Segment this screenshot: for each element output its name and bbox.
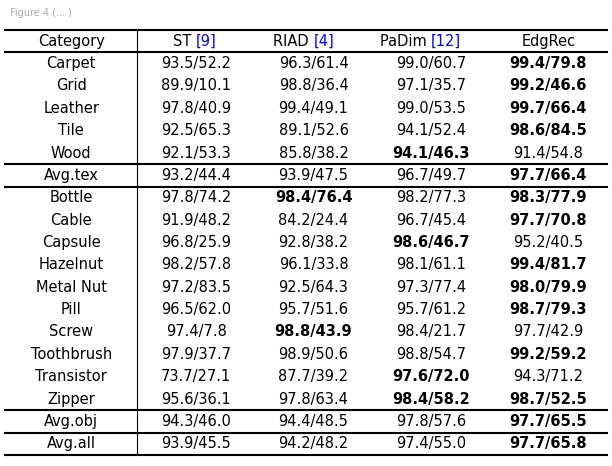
Text: Category: Category — [38, 34, 105, 48]
Text: Hazelnut: Hazelnut — [39, 257, 104, 272]
Text: 98.0/79.9: 98.0/79.9 — [510, 280, 587, 295]
Text: Tile: Tile — [58, 123, 84, 138]
Text: 95.2/40.5: 95.2/40.5 — [513, 235, 583, 250]
Text: 98.8/43.9: 98.8/43.9 — [275, 324, 353, 339]
Text: Avg.all: Avg.all — [47, 436, 95, 451]
Text: 98.1/61.1: 98.1/61.1 — [396, 257, 466, 272]
Text: 97.8/63.4: 97.8/63.4 — [278, 391, 348, 406]
Text: 98.2/57.8: 98.2/57.8 — [161, 257, 231, 272]
Text: 99.2/59.2: 99.2/59.2 — [510, 347, 587, 362]
Text: Pill: Pill — [61, 302, 81, 317]
Text: EdgRec: EdgRec — [521, 34, 575, 48]
Text: 94.1/46.3: 94.1/46.3 — [392, 145, 469, 160]
Text: 98.4/58.2: 98.4/58.2 — [392, 391, 470, 406]
Text: ST: ST — [173, 34, 196, 48]
Text: 97.4/7.8: 97.4/7.8 — [166, 324, 226, 339]
Text: 96.8/25.9: 96.8/25.9 — [161, 235, 231, 250]
Text: Zipper: Zipper — [47, 391, 95, 406]
Text: 96.7/49.7: 96.7/49.7 — [396, 168, 466, 183]
Text: 99.4/79.8: 99.4/79.8 — [510, 56, 587, 71]
Text: 99.0/53.5: 99.0/53.5 — [396, 101, 466, 116]
Text: Grid: Grid — [56, 78, 87, 93]
Text: 97.7/70.8: 97.7/70.8 — [510, 212, 587, 227]
Text: 94.4/48.5: 94.4/48.5 — [278, 414, 348, 429]
Text: [9]: [9] — [196, 34, 217, 48]
Text: 94.3/46.0: 94.3/46.0 — [161, 414, 231, 429]
Text: RIAD: RIAD — [274, 34, 313, 48]
Text: 84.2/24.4: 84.2/24.4 — [278, 212, 349, 227]
Text: 95.6/36.1: 95.6/36.1 — [161, 391, 231, 406]
Text: Avg.obj: Avg.obj — [44, 414, 98, 429]
Text: 97.8/40.9: 97.8/40.9 — [161, 101, 231, 116]
Text: 89.9/10.1: 89.9/10.1 — [161, 78, 231, 93]
Text: Avg.tex: Avg.tex — [44, 168, 99, 183]
Text: [12]: [12] — [431, 34, 461, 48]
Text: 97.8/57.6: 97.8/57.6 — [396, 414, 466, 429]
Text: 97.7/42.9: 97.7/42.9 — [513, 324, 583, 339]
Text: 98.7/52.5: 98.7/52.5 — [509, 391, 587, 406]
Text: 97.4/55.0: 97.4/55.0 — [396, 436, 466, 451]
Text: 98.9/50.6: 98.9/50.6 — [278, 347, 348, 362]
Text: 98.4/21.7: 98.4/21.7 — [396, 324, 466, 339]
Text: [4]: [4] — [313, 34, 334, 48]
Text: 97.3/77.4: 97.3/77.4 — [396, 280, 466, 295]
Text: 97.9/37.7: 97.9/37.7 — [161, 347, 231, 362]
Text: 98.6/46.7: 98.6/46.7 — [392, 235, 469, 250]
Text: 94.1/52.4: 94.1/52.4 — [396, 123, 466, 138]
Text: 98.8/54.7: 98.8/54.7 — [396, 347, 466, 362]
Text: 97.1/35.7: 97.1/35.7 — [396, 78, 466, 93]
Text: 92.8/38.2: 92.8/38.2 — [278, 235, 348, 250]
Text: Carpet: Carpet — [47, 56, 96, 71]
Text: 98.8/36.4: 98.8/36.4 — [278, 78, 348, 93]
Text: Bottle: Bottle — [50, 190, 93, 205]
Text: 95.7/61.2: 95.7/61.2 — [396, 302, 466, 317]
Text: 98.4/76.4: 98.4/76.4 — [275, 190, 353, 205]
Text: 98.6/84.5: 98.6/84.5 — [509, 123, 587, 138]
Text: 93.2/44.4: 93.2/44.4 — [161, 168, 231, 183]
Text: 97.8/74.2: 97.8/74.2 — [161, 190, 231, 205]
Text: 93.9/45.5: 93.9/45.5 — [161, 436, 231, 451]
Text: Metal Nut: Metal Nut — [35, 280, 106, 295]
Text: Cable: Cable — [50, 212, 92, 227]
Text: Transistor: Transistor — [35, 369, 107, 384]
Text: 99.2/46.6: 99.2/46.6 — [510, 78, 587, 93]
Text: 96.7/45.4: 96.7/45.4 — [396, 212, 466, 227]
Text: Figure 4 (... ): Figure 4 (... ) — [10, 8, 72, 18]
Text: 96.5/62.0: 96.5/62.0 — [161, 302, 231, 317]
Text: 98.3/77.9: 98.3/77.9 — [510, 190, 587, 205]
Text: Toothbrush: Toothbrush — [31, 347, 112, 362]
Text: Capsule: Capsule — [42, 235, 100, 250]
Text: 96.1/33.8: 96.1/33.8 — [278, 257, 348, 272]
Text: 93.9/47.5: 93.9/47.5 — [278, 168, 348, 183]
Text: 97.6/72.0: 97.6/72.0 — [392, 369, 469, 384]
Text: 98.2/77.3: 98.2/77.3 — [396, 190, 466, 205]
Text: 94.2/48.2: 94.2/48.2 — [278, 436, 349, 451]
Text: 97.2/83.5: 97.2/83.5 — [161, 280, 231, 295]
Text: 97.7/65.8: 97.7/65.8 — [510, 436, 587, 451]
Text: 97.7/65.5: 97.7/65.5 — [510, 414, 587, 429]
Text: 92.1/53.3: 92.1/53.3 — [161, 145, 231, 160]
Text: 93.5/52.2: 93.5/52.2 — [161, 56, 231, 71]
Text: 89.1/52.6: 89.1/52.6 — [278, 123, 348, 138]
Text: 91.4/54.8: 91.4/54.8 — [513, 145, 583, 160]
Text: Leather: Leather — [43, 101, 99, 116]
Text: Wood: Wood — [51, 145, 92, 160]
Text: 99.0/60.7: 99.0/60.7 — [396, 56, 466, 71]
Text: 99.7/66.4: 99.7/66.4 — [510, 101, 587, 116]
Text: 92.5/64.3: 92.5/64.3 — [278, 280, 348, 295]
Text: 73.7/27.1: 73.7/27.1 — [161, 369, 231, 384]
Text: 92.5/65.3: 92.5/65.3 — [161, 123, 231, 138]
Text: 95.7/51.6: 95.7/51.6 — [278, 302, 348, 317]
Text: 94.3/71.2: 94.3/71.2 — [513, 369, 583, 384]
Text: 96.3/61.4: 96.3/61.4 — [278, 56, 348, 71]
Text: Screw: Screw — [49, 324, 93, 339]
Text: 85.8/38.2: 85.8/38.2 — [278, 145, 348, 160]
Text: 91.9/48.2: 91.9/48.2 — [161, 212, 231, 227]
Text: 99.4/49.1: 99.4/49.1 — [278, 101, 348, 116]
Text: 99.4/81.7: 99.4/81.7 — [510, 257, 587, 272]
Text: PaDim: PaDim — [379, 34, 431, 48]
Text: 97.7/66.4: 97.7/66.4 — [510, 168, 587, 183]
Text: 98.7/79.3: 98.7/79.3 — [510, 302, 587, 317]
Text: 87.7/39.2: 87.7/39.2 — [278, 369, 349, 384]
